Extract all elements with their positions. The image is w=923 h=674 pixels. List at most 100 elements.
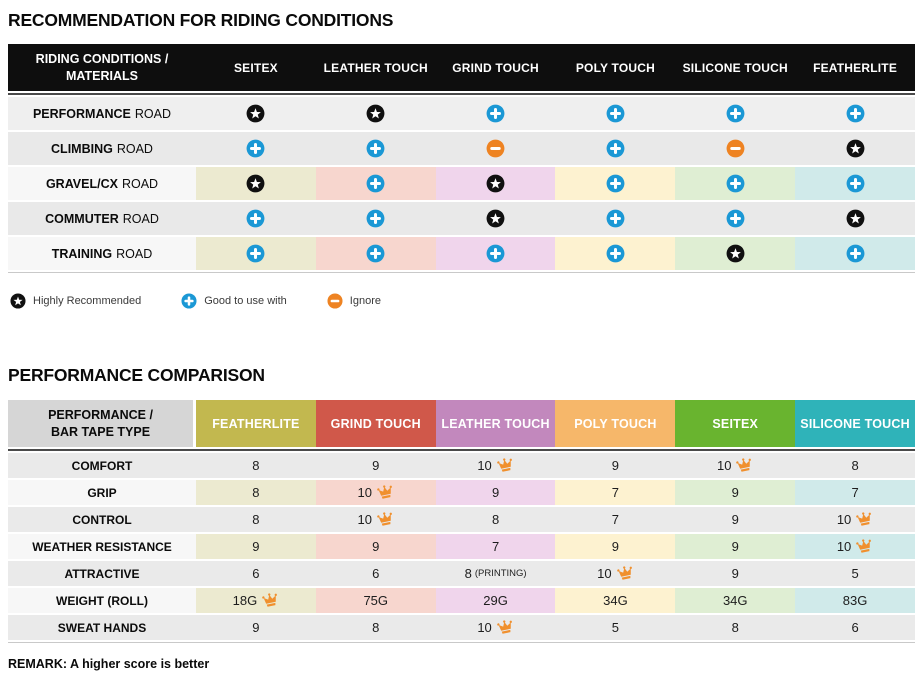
crown-icon (377, 485, 392, 499)
table2-row: ATTRACTIVE 6 6 8 (PRINTING) 10 9 5 (8, 561, 915, 586)
plus-icon (181, 293, 197, 309)
table2-cell: 8 (316, 615, 436, 640)
score-value: 5 (851, 566, 859, 581)
star-icon (366, 104, 385, 123)
plus-icon (366, 209, 385, 228)
table2-row: WEIGHT (ROLL) 18G 75G 29G 34G 34G 83G (8, 588, 915, 613)
table2-cell: 6 (316, 561, 436, 586)
table1-cell (316, 97, 436, 130)
score-value: 8 (252, 512, 260, 527)
table2-cell: 9 (675, 507, 795, 532)
crown-icon (496, 458, 512, 472)
table1-row: TRAINING ROAD (8, 237, 915, 270)
table1-cell (196, 132, 316, 165)
score-value: 10 (477, 458, 492, 473)
score-value: 8 (851, 458, 859, 473)
crown-icon (736, 458, 752, 472)
table2-bottom-divider (8, 642, 915, 643)
table1-cell (555, 97, 675, 130)
score-value: 8 (464, 566, 472, 581)
table2-row-label: COMFORT (71, 458, 133, 473)
table2-row-label: SWEAT HANDS (57, 620, 147, 635)
score-value: 8 (491, 512, 500, 527)
score-value: 10 (836, 512, 852, 527)
score-value: 6 (851, 620, 859, 635)
table2-cell: 10 (795, 507, 915, 532)
crown-icon (496, 620, 512, 634)
table2-cell: 5 (795, 561, 915, 586)
table2-cell: 8 (PRINTING) (436, 561, 556, 586)
plus-icon (246, 139, 265, 158)
table2-cell: 18G (196, 588, 316, 613)
score-value: 9 (731, 539, 739, 554)
table2-cell: 34G (555, 588, 676, 613)
plus-icon (366, 139, 385, 158)
star-icon (486, 209, 505, 228)
legend: Highly Recommended Good to use with Ignore (10, 293, 915, 309)
score-value: 7 (611, 485, 620, 500)
table2-cell: 7 (555, 480, 676, 505)
legend-item-plus: Good to use with (181, 293, 287, 309)
table2-cell: 10 (315, 480, 436, 505)
table1-header-row: RIDING CONDITIONS / MATERIALS SEITEX LEAT… (8, 44, 915, 91)
table2-cell: 5 (555, 615, 675, 640)
table2-cell: 9 (675, 561, 795, 586)
table1-column-header: LEATHER TOUCH (323, 60, 428, 75)
table2-cell: 10 (436, 615, 556, 640)
table2-cell: 9 (675, 534, 796, 559)
legend-item-minus: Ignore (327, 293, 381, 309)
table2-corner-line1: PERFORMANCE / (48, 408, 153, 423)
table1-cell (555, 132, 675, 165)
table1-cell (555, 167, 676, 200)
star-icon (726, 244, 745, 263)
remark-text: REMARK: A higher score is better (8, 657, 210, 671)
table1-column-header: FEATHERLITE (813, 60, 898, 75)
table1-row: PERFORMANCE ROAD (8, 97, 915, 130)
table2-cell: 75G (315, 588, 436, 613)
legend-label: Good to use with (204, 295, 287, 307)
table1-row-label: TRAINING ROAD (8, 237, 196, 270)
table1-cell (555, 237, 676, 270)
score-value: 18G (232, 593, 258, 608)
plus-icon (486, 244, 505, 263)
score-value: 8 (372, 620, 380, 635)
table1-cell (795, 202, 915, 235)
plus-icon (606, 104, 625, 123)
plus-icon (846, 174, 865, 193)
table2-cell: 9 (675, 480, 796, 505)
plus-icon (846, 104, 865, 123)
table1-cell (316, 202, 436, 235)
plus-icon (846, 244, 865, 263)
score-value: 7 (851, 485, 859, 500)
table2-cell: 7 (795, 480, 915, 505)
table1-cell (436, 97, 556, 130)
score-value: 10 (716, 458, 732, 473)
table2-cell: 8 (436, 507, 556, 532)
table1-row-label: COMMUTER ROAD (45, 211, 159, 226)
plus-icon (606, 174, 625, 193)
score-value: 75G (363, 593, 389, 608)
score-value: 9 (252, 539, 260, 554)
table1-column-header: SILICONE TOUCH (682, 60, 788, 75)
table2-cell: 9 (555, 453, 675, 478)
table1-cell (435, 167, 556, 200)
score-value: 5 (611, 620, 620, 635)
table2-cell: 83G (795, 588, 915, 613)
table2-cell: 9 (435, 480, 556, 505)
score-value: 9 (372, 458, 380, 473)
score-value: 10 (836, 539, 852, 554)
plus-icon (726, 209, 745, 228)
star-icon (246, 104, 265, 123)
table2-cell: 6 (196, 561, 316, 586)
table2-cell: 10 (555, 561, 675, 586)
table2-cell: 9 (196, 615, 316, 640)
star-icon (846, 139, 865, 158)
table1-cell (795, 132, 915, 165)
score-value: 6 (372, 566, 380, 581)
table1-cell (675, 97, 795, 130)
table2-cell: 34G (675, 588, 796, 613)
table1-cell (196, 167, 316, 200)
table1-cell (436, 202, 556, 235)
crown-icon (856, 512, 872, 526)
